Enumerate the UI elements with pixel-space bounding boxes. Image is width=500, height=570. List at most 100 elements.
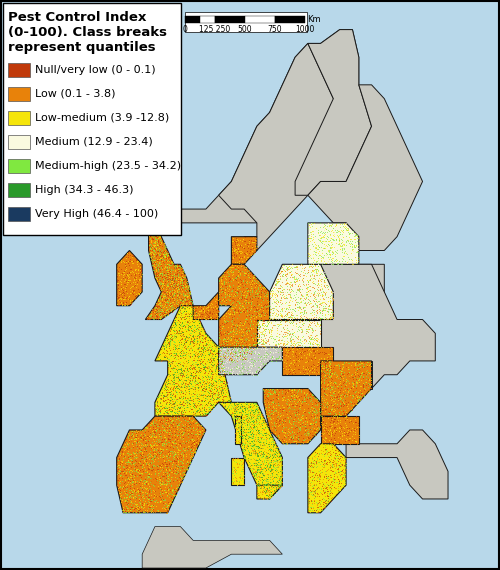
Point <box>186 352 194 361</box>
Point <box>176 335 184 344</box>
Point <box>364 374 372 383</box>
Point <box>206 391 214 400</box>
Point <box>247 412 255 421</box>
Point <box>323 429 331 438</box>
Point <box>312 333 320 342</box>
Point <box>152 306 160 315</box>
Point <box>190 438 198 447</box>
Point <box>186 419 194 428</box>
Point <box>248 339 256 348</box>
Point <box>245 413 253 422</box>
Point <box>148 229 156 238</box>
Polygon shape <box>320 361 372 416</box>
Point <box>272 483 280 492</box>
Point <box>178 308 186 317</box>
Point <box>149 207 157 217</box>
Point <box>192 403 200 412</box>
Point <box>176 443 184 453</box>
Point <box>228 298 236 307</box>
Point <box>331 449 339 458</box>
Point <box>190 311 198 320</box>
Point <box>134 441 142 450</box>
Point <box>208 353 216 363</box>
Point <box>350 429 358 438</box>
Point <box>284 315 292 324</box>
Point <box>346 424 354 433</box>
Point <box>278 311 285 320</box>
Point <box>170 280 178 290</box>
Point <box>260 480 268 489</box>
Point <box>194 386 202 395</box>
Point <box>256 488 264 497</box>
Point <box>258 470 266 479</box>
Point <box>238 308 246 317</box>
Point <box>276 269 283 278</box>
Point <box>200 337 207 347</box>
Point <box>148 484 156 493</box>
Point <box>228 300 236 309</box>
Point <box>174 267 182 276</box>
Point <box>316 488 324 498</box>
Point <box>196 363 204 372</box>
Point <box>240 438 248 447</box>
Point <box>236 421 244 430</box>
Point <box>334 478 342 487</box>
Point <box>223 352 231 361</box>
Point <box>258 475 266 484</box>
Point <box>323 431 331 440</box>
Point <box>116 446 124 455</box>
Point <box>262 454 270 463</box>
Point <box>288 370 296 379</box>
Point <box>274 478 282 487</box>
Point <box>230 477 238 486</box>
Point <box>157 390 165 399</box>
Point <box>309 418 317 428</box>
Point <box>120 497 128 506</box>
Point <box>114 268 122 278</box>
Point <box>231 422 239 431</box>
Point <box>340 409 348 418</box>
Point <box>255 287 263 296</box>
Point <box>325 427 333 436</box>
Point <box>154 256 162 265</box>
Point <box>332 425 340 434</box>
Point <box>305 289 313 298</box>
Point <box>180 367 188 376</box>
Point <box>190 389 198 398</box>
Point <box>173 420 181 429</box>
Point <box>272 278 280 287</box>
Point <box>328 364 336 373</box>
Point <box>281 336 289 345</box>
Point <box>184 463 192 473</box>
Point <box>327 229 335 238</box>
Point <box>304 434 312 443</box>
Point <box>344 376 351 385</box>
Point <box>208 366 216 375</box>
Point <box>207 348 215 357</box>
Point <box>278 419 286 428</box>
Point <box>116 471 124 480</box>
Point <box>136 498 144 507</box>
Point <box>180 385 188 394</box>
Point <box>247 417 255 426</box>
Point <box>250 408 258 417</box>
Point <box>168 416 176 425</box>
Point <box>298 328 306 337</box>
Point <box>127 488 135 498</box>
Point <box>336 376 344 385</box>
Point <box>342 412 350 421</box>
Point <box>194 361 202 370</box>
Point <box>273 470 281 479</box>
Point <box>338 401 345 410</box>
Point <box>234 404 241 413</box>
Point <box>244 296 252 305</box>
Point <box>246 420 254 429</box>
Point <box>161 384 169 393</box>
Point <box>220 345 228 354</box>
Point <box>172 469 180 478</box>
Point <box>316 456 324 465</box>
Point <box>150 225 158 234</box>
Point <box>160 284 168 293</box>
Point <box>328 394 336 403</box>
Point <box>200 363 208 372</box>
